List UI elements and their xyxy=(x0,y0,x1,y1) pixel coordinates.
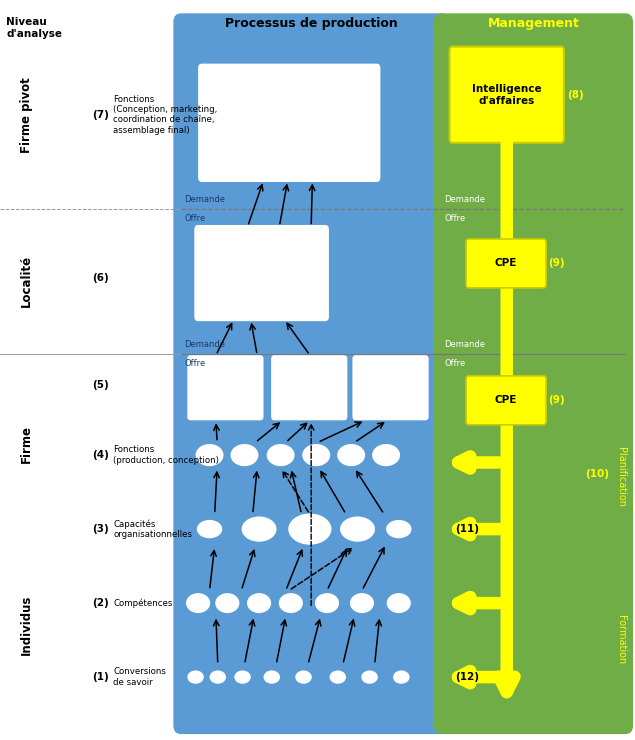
Ellipse shape xyxy=(337,444,365,466)
Text: Intelligence
d'affaires: Intelligence d'affaires xyxy=(472,84,542,106)
Ellipse shape xyxy=(196,444,224,466)
Ellipse shape xyxy=(187,670,204,684)
Ellipse shape xyxy=(340,517,375,542)
Text: (7): (7) xyxy=(92,110,109,120)
FancyBboxPatch shape xyxy=(466,376,546,425)
FancyBboxPatch shape xyxy=(173,13,449,734)
Text: Offre: Offre xyxy=(184,214,205,223)
Text: Offre: Offre xyxy=(184,359,205,368)
Text: CPE: CPE xyxy=(495,394,518,405)
Ellipse shape xyxy=(231,444,258,466)
Ellipse shape xyxy=(386,520,411,538)
Ellipse shape xyxy=(264,670,280,684)
Text: Offre: Offre xyxy=(444,214,465,223)
Ellipse shape xyxy=(215,593,239,613)
Text: Niveau
d'analyse: Niveau d'analyse xyxy=(6,17,62,38)
Text: Formation: Formation xyxy=(616,616,626,665)
FancyBboxPatch shape xyxy=(450,47,564,143)
Ellipse shape xyxy=(241,517,276,542)
Text: Demande: Demande xyxy=(184,340,225,349)
Ellipse shape xyxy=(330,670,346,684)
Text: Fonctions
(production, conception): Fonctions (production, conception) xyxy=(113,445,219,465)
Ellipse shape xyxy=(247,593,271,613)
Text: Individus: Individus xyxy=(20,595,33,656)
Text: (3): (3) xyxy=(92,524,109,534)
Text: Offre: Offre xyxy=(444,359,465,368)
FancyBboxPatch shape xyxy=(466,239,546,288)
Text: Processus de production: Processus de production xyxy=(225,17,398,30)
Text: (5): (5) xyxy=(92,380,109,390)
Text: (12): (12) xyxy=(455,672,479,682)
Text: (9): (9) xyxy=(548,394,565,405)
Text: Fonctions
(Conception, marketing,
coordination de chaîne,
assemblage final): Fonctions (Conception, marketing, coordi… xyxy=(113,95,217,135)
Ellipse shape xyxy=(295,670,312,684)
FancyBboxPatch shape xyxy=(187,355,264,420)
Text: Planification: Planification xyxy=(616,447,626,508)
Ellipse shape xyxy=(387,593,411,613)
Text: (9): (9) xyxy=(548,258,565,268)
Text: Compétences: Compétences xyxy=(113,599,173,608)
Text: (10): (10) xyxy=(585,468,609,479)
Ellipse shape xyxy=(210,670,226,684)
Text: Demande: Demande xyxy=(444,195,486,204)
Text: (11): (11) xyxy=(455,524,479,534)
Text: CPE: CPE xyxy=(495,258,518,268)
Ellipse shape xyxy=(315,593,339,613)
Ellipse shape xyxy=(234,670,251,684)
FancyBboxPatch shape xyxy=(271,355,347,420)
FancyBboxPatch shape xyxy=(352,355,429,420)
Ellipse shape xyxy=(350,593,374,613)
Ellipse shape xyxy=(302,444,330,466)
Text: Localité: Localité xyxy=(20,255,33,307)
Text: Demande: Demande xyxy=(444,340,486,349)
Ellipse shape xyxy=(279,593,303,613)
Ellipse shape xyxy=(186,593,210,613)
Text: (4): (4) xyxy=(92,450,109,460)
FancyBboxPatch shape xyxy=(194,225,329,321)
Text: Management: Management xyxy=(488,17,579,30)
Text: (1): (1) xyxy=(92,672,109,682)
Text: (2): (2) xyxy=(92,598,109,608)
Ellipse shape xyxy=(361,670,378,684)
Ellipse shape xyxy=(393,670,410,684)
Text: Demande: Demande xyxy=(184,195,225,204)
Text: (8): (8) xyxy=(567,90,584,100)
Text: Firme pivot: Firme pivot xyxy=(20,77,33,152)
FancyBboxPatch shape xyxy=(434,13,633,734)
FancyBboxPatch shape xyxy=(198,64,380,182)
Text: Firme: Firme xyxy=(20,425,33,463)
Ellipse shape xyxy=(197,520,222,538)
Text: Capacités
organisationnelles: Capacités organisationnelles xyxy=(113,519,192,539)
Ellipse shape xyxy=(267,444,295,466)
Text: Conversions
de savoir: Conversions de savoir xyxy=(113,667,166,687)
Text: (6): (6) xyxy=(92,272,109,283)
Ellipse shape xyxy=(288,514,331,545)
Ellipse shape xyxy=(372,444,400,466)
